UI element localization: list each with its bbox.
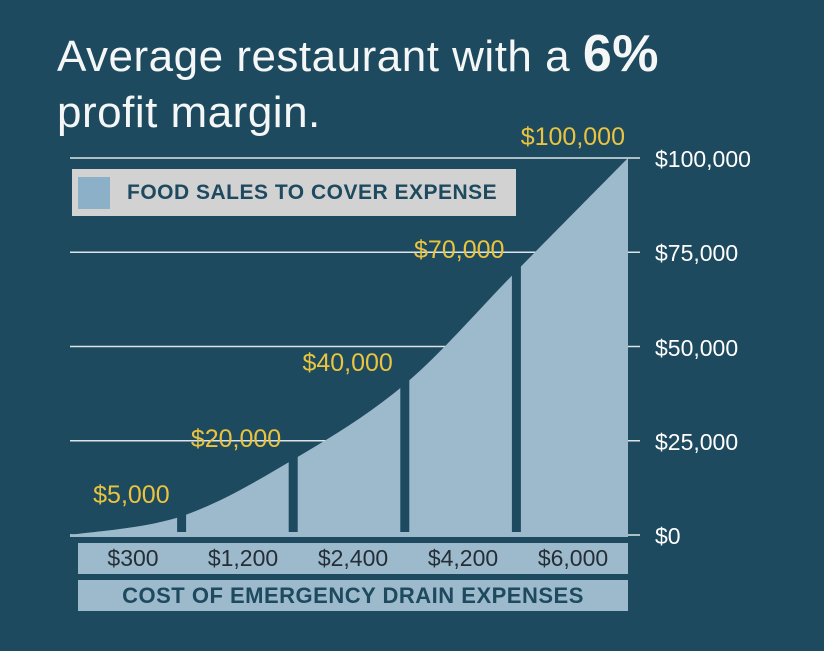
legend: FOOD SALES TO COVER EXPENSE [72, 169, 516, 216]
y-axis-tick-label: $100,000 [655, 146, 751, 172]
title-percent-highlight: 6% [582, 25, 659, 83]
title-line2: profit margin. [57, 88, 321, 137]
y-axis-tick-label: $25,000 [655, 428, 739, 455]
value-label: $5,000 [93, 481, 170, 510]
legend-label: FOOD SALES TO COVER EXPENSE [127, 180, 498, 204]
x-axis-category-label: $1,200 [207, 545, 279, 571]
x-axis-title: COST OF EMERGENCY DRAIN EXPENSES [122, 582, 584, 608]
value-label: $70,000 [414, 236, 505, 265]
x-axis-category-label: $4,200 [427, 545, 499, 571]
x-axis-category-label: $300 [107, 545, 159, 571]
y-axis-tick-label: $75,000 [655, 240, 739, 267]
title-line1-regular: Average restaurant with a [57, 32, 583, 81]
x-axis-category-label: $6,000 [537, 545, 609, 571]
x-axis-title-band: COST OF EMERGENCY DRAIN EXPENSES [78, 580, 628, 611]
value-label: $100,000 [520, 123, 625, 151]
x-axis-category-label: $2,400 [317, 545, 389, 571]
y-axis-tick-label: $50,000 [655, 334, 739, 361]
value-label: $40,000 [302, 349, 393, 378]
legend-swatch-icon [78, 176, 110, 209]
value-label: $20,000 [190, 424, 282, 453]
y-axis-tick-label: $0 [655, 523, 681, 549]
x-axis-category-band: $300 $1,200 $2,400 $4,200 $6,000 [78, 543, 628, 574]
chart-title: Average restaurant with a 6% profit marg… [57, 26, 659, 141]
